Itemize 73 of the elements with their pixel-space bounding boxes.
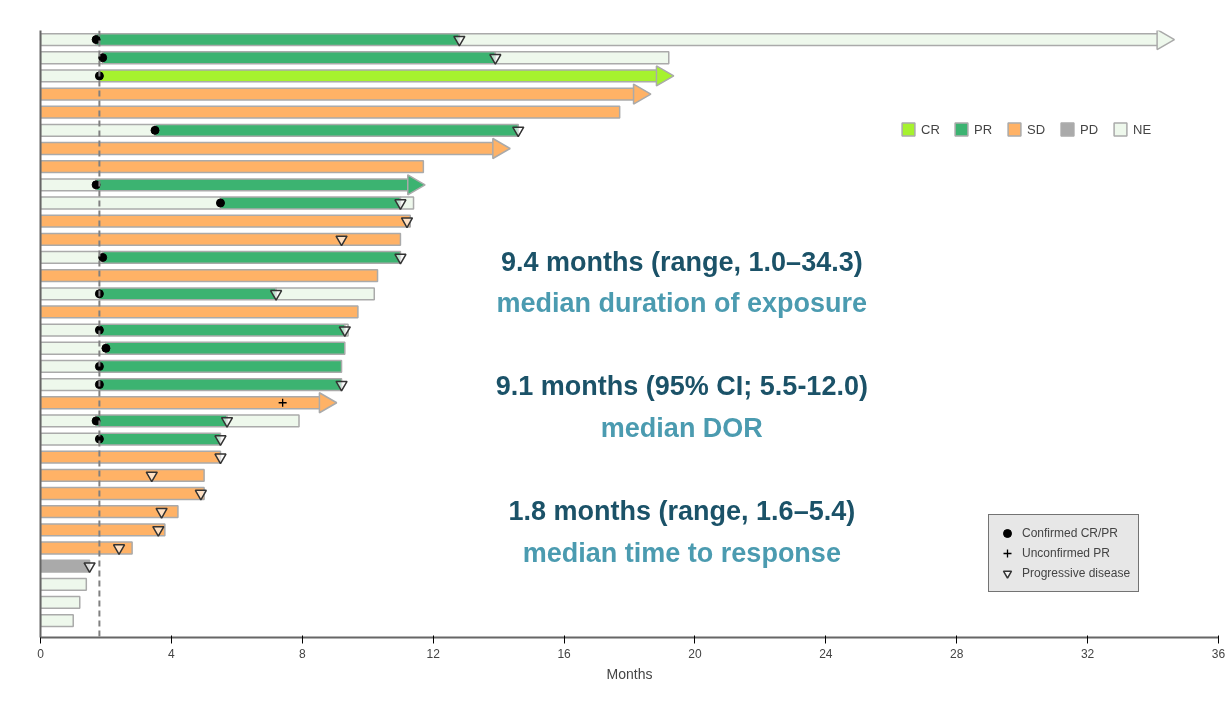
point	[632, 83, 652, 105]
point	[214, 453, 227, 465]
bar	[40, 468, 205, 483]
point	[155, 507, 168, 519]
legend-label: CR	[921, 121, 941, 137]
point	[394, 199, 407, 211]
bar	[40, 559, 91, 573]
legend-label: NE	[1133, 121, 1153, 137]
annotation: 9.1 months (95% CI; 5.5-12.0)	[495, 370, 868, 401]
point	[112, 544, 126, 556]
bar	[40, 450, 222, 464]
point	[1156, 30, 1176, 51]
x-tick-label: 16	[557, 646, 572, 661]
point	[511, 126, 525, 138]
bar	[40, 268, 379, 283]
legend-label: SD	[1027, 121, 1047, 137]
x-tick-label: 36	[1211, 646, 1226, 661]
bar	[98, 323, 346, 337]
legend-label: Progressive disease	[1022, 566, 1131, 580]
x-tick-label: 28	[950, 646, 964, 661]
point	[269, 289, 283, 301]
point	[91, 35, 101, 45]
point	[220, 416, 234, 428]
legend-label: PD	[1080, 121, 1100, 137]
point	[150, 125, 160, 135]
bar	[40, 613, 74, 628]
x-tick-label: 20	[688, 646, 702, 661]
point	[101, 343, 111, 353]
bar	[40, 486, 205, 501]
bar	[40, 105, 621, 119]
x-tick-label: 0	[37, 646, 45, 661]
point	[394, 253, 407, 265]
point	[98, 252, 108, 262]
bar	[40, 214, 412, 228]
x-axis-title: Months	[606, 665, 653, 682]
bar	[40, 305, 359, 319]
point	[145, 471, 159, 483]
bar	[40, 323, 101, 337]
point	[214, 435, 227, 447]
point	[453, 35, 466, 47]
legend-label: PR	[974, 121, 994, 137]
bar	[40, 595, 81, 610]
annotation: 9.4 months (range, 1.0–34.3)	[501, 246, 863, 277]
point	[83, 562, 96, 574]
point	[335, 380, 348, 392]
bar	[40, 541, 133, 555]
x-tick-label: 32	[1080, 646, 1095, 661]
annotation: median DOR	[600, 412, 763, 443]
bar	[40, 523, 166, 537]
point	[91, 416, 101, 426]
bar	[40, 432, 101, 446]
annotation: 1.8 months (range, 1.6–5.4)	[508, 496, 856, 527]
legend-label: Unconfirmed PR	[1022, 546, 1111, 560]
point	[400, 217, 414, 229]
point	[335, 235, 348, 247]
legend-label: Confirmed CR/PR	[1022, 526, 1119, 540]
point	[489, 53, 502, 65]
bar	[40, 232, 402, 246]
bar	[98, 432, 222, 446]
x-tick-label: 8	[298, 646, 306, 661]
bar	[40, 577, 88, 591]
point	[98, 53, 108, 63]
x-tick-label: 24	[819, 646, 833, 661]
point	[215, 198, 225, 208]
x-tick-label: 4	[168, 646, 176, 661]
point	[194, 489, 208, 501]
point	[655, 65, 675, 87]
bar	[40, 505, 179, 519]
point	[152, 525, 165, 537]
annotation: median time to response	[522, 537, 841, 568]
point	[338, 326, 352, 338]
x-tick-label: 12	[426, 646, 441, 661]
annotation: median duration of exposure	[496, 288, 868, 319]
